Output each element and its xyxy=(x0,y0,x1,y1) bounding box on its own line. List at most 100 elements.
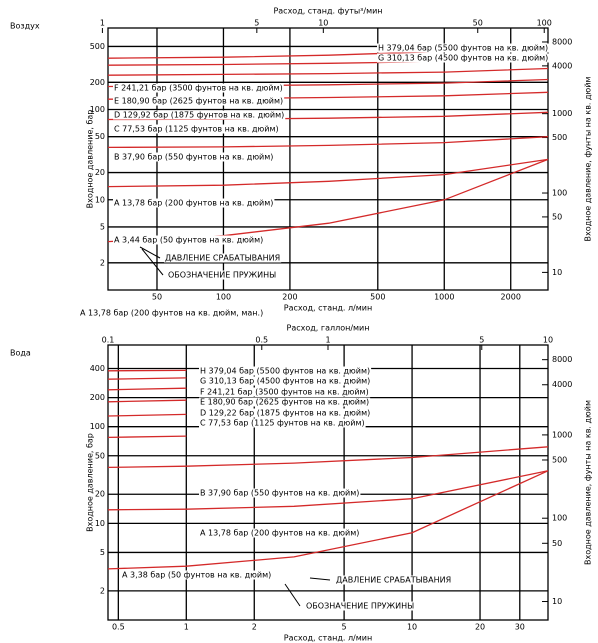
curve-label: D 129,92 бар (1875 фунтов на кв. дюйм) xyxy=(114,111,284,120)
annotation-arrow xyxy=(141,248,164,276)
label-bg xyxy=(164,253,282,263)
label-bg xyxy=(199,488,361,498)
y2-tick-label: 8000 xyxy=(552,355,572,364)
curve xyxy=(107,136,549,149)
x-tick-label: 20 xyxy=(475,623,485,632)
curve-label: C 77,53 бар (1125 фунтов на кв. дюйм) xyxy=(114,125,279,134)
x2-tick-label: 10 xyxy=(543,336,553,345)
curve-label: A 13,78 бар (200 фунтов на кв. дюйм) xyxy=(200,529,359,538)
curve-label: H 379,04 бар (5500 фунтов на кв. дюйм) xyxy=(378,44,548,53)
x2-tick-label: 0.5 xyxy=(255,336,268,345)
x2-tick-label: 1 xyxy=(325,336,330,345)
label-bg xyxy=(335,575,453,585)
label-bg xyxy=(113,96,285,106)
curve-label: A 3,38 бар (50 фунтов на кв. дюйм) xyxy=(122,571,271,580)
x-tick-label: 200 xyxy=(282,293,297,302)
annotation: ДАВЛЕНИЕ СРАБАТЫВАНИЯ xyxy=(165,254,280,263)
label-bg xyxy=(305,601,416,611)
y-tick-label: 50 xyxy=(95,451,105,460)
y-tick-label: 400 xyxy=(90,364,105,373)
x-tick-label: 2 xyxy=(252,623,257,632)
curve-label: E 180,90 бар (2625 фунтов на кв. дюйм) xyxy=(114,97,283,106)
y2-axis-label: Входное давление, фунты на кв. дюйм xyxy=(584,77,593,242)
x-tick-label: 100 xyxy=(216,293,231,302)
y-tick-label: 200 xyxy=(90,393,105,402)
curve xyxy=(107,399,187,403)
y2-tick-label: 100 xyxy=(552,189,567,198)
x2-tick-label: 1 xyxy=(100,19,105,28)
x-tick-label: 5 xyxy=(342,623,347,632)
y2-tick-label: 1000 xyxy=(552,109,572,118)
label-bg xyxy=(167,270,278,280)
x2-axis-label: Расход, станд. футы³/мин xyxy=(273,7,382,16)
y2-tick-label: 8000 xyxy=(552,37,572,46)
label-bg xyxy=(377,43,550,53)
y-axis-label: Входное давление, бар xyxy=(86,110,95,209)
y2-tick-label: 100 xyxy=(552,514,567,523)
label-bg xyxy=(199,408,372,418)
label-bg xyxy=(199,418,366,428)
annotation: ОБОЗНАЧЕНИЕ ПРУЖИНЫ xyxy=(168,271,276,280)
y-tick-label: 2 xyxy=(100,258,105,267)
y-tick-label: 100 xyxy=(90,422,105,431)
label-bg xyxy=(121,570,273,580)
x2-tick-label: 5 xyxy=(479,336,484,345)
y2-tick-label: 1000 xyxy=(552,430,572,439)
y-tick-label: 100 xyxy=(90,105,105,114)
label-bg xyxy=(113,110,286,120)
curve-label: A 3,44 бар (50 фунтов на кв. дюйм) xyxy=(114,236,263,245)
curve xyxy=(107,446,549,469)
x-tick-label: 30 xyxy=(515,623,525,632)
curve xyxy=(107,158,549,188)
x2-tick-label: 0.1 xyxy=(102,336,115,345)
y2-tick-label: 10 xyxy=(552,268,562,277)
curve xyxy=(107,377,187,380)
y-tick-label: 5 xyxy=(100,548,105,557)
curve xyxy=(107,435,187,439)
curve-label: G 310,13 бар (4500 фунтов на кв. дюйм) xyxy=(200,377,370,386)
y2-tick-label: 4000 xyxy=(552,380,572,389)
x-tick-label: 2000 xyxy=(501,293,521,302)
x2-tick-label: 50 xyxy=(473,19,483,28)
curve-label: F 241,21 бар (3500 фунтов на кв. дюйм) xyxy=(114,84,283,93)
curve xyxy=(107,67,549,76)
label-bg xyxy=(377,53,550,63)
label-bg xyxy=(199,387,370,397)
label-bg xyxy=(113,152,275,162)
label-bg xyxy=(199,528,361,538)
label-bg xyxy=(199,397,371,407)
y-tick-label: 2 xyxy=(100,586,105,595)
y2-tick-label: 500 xyxy=(552,455,567,464)
annotation-arrow xyxy=(139,246,161,259)
curve-label: B 37,90 бар (550 фунтов на кв. дюйм) xyxy=(114,153,273,162)
chart-title: Вода xyxy=(10,349,31,358)
y2-tick-label: 4000 xyxy=(552,61,572,70)
x2-tick-label: 10 xyxy=(318,19,328,28)
y-tick-label: 5 xyxy=(100,222,105,231)
x-tick-label: 0.5 xyxy=(112,623,125,632)
y2-tick-label: 50 xyxy=(552,212,562,221)
y-tick-label: 500 xyxy=(90,42,105,51)
curve-label: A 13,78 бар (200 фунтов на кв. дюйм) xyxy=(114,199,273,208)
curve-label: F 241,21 бар (3500 фунтов на кв. дюйм) xyxy=(200,388,369,397)
x-tick-label: 50 xyxy=(152,293,162,302)
y2-tick-label: 10 xyxy=(552,597,562,606)
curve-label: G 310,13 бар (4500 фунтов на кв. дюйм) xyxy=(378,54,548,63)
label-bg xyxy=(199,376,372,386)
annotation-arrow xyxy=(284,583,301,607)
x-tick-label: 1000 xyxy=(434,293,454,302)
x-axis-label: Расход, станд. л/мин xyxy=(284,634,372,643)
curve xyxy=(107,413,187,417)
x2-axis-label: Расход, галлон/мин xyxy=(287,324,370,333)
curve xyxy=(107,470,549,570)
curve xyxy=(107,387,187,391)
annotation: ДАВЛЕНИЕ СРАБАТЫВАНИЯ xyxy=(336,576,451,585)
curve-label: D 129,22 бар (1875 фунтов на кв. дюйм) xyxy=(200,409,370,418)
curve xyxy=(107,470,549,511)
curve-label: E 180,90 бар (2625 фунтов на кв. дюйм) xyxy=(200,398,369,407)
label-bg xyxy=(199,366,372,376)
y-tick-label: 20 xyxy=(95,168,105,177)
y2-tick-label: 50 xyxy=(552,539,562,548)
x2-tick-label: 5 xyxy=(254,19,259,28)
